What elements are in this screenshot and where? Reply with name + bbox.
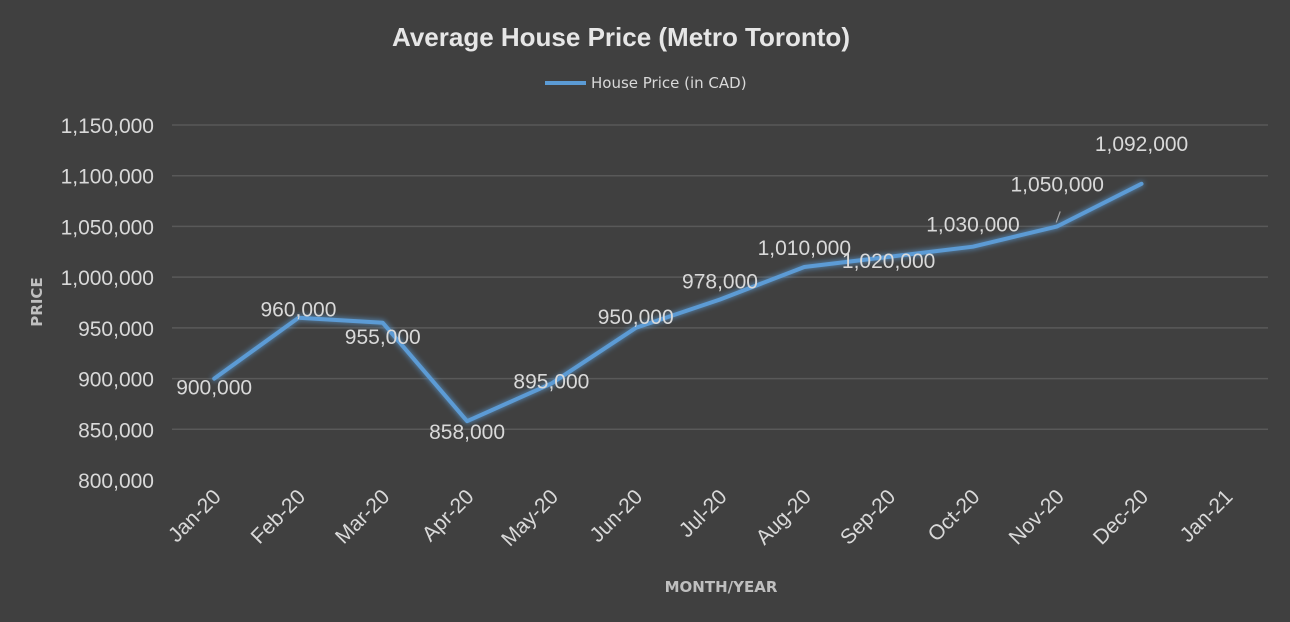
data-label: 895,000 [513,371,589,394]
data-label: 900,000 [176,377,252,400]
x-axis-ticks: Jan-20 Feb-20 Mar-20 Apr-20 May-20 Jun-20 Jul-… [164,485,1237,551]
legend: House Price (in CAD) [545,74,747,92]
x-tick-label: Jan-20 [164,485,226,547]
x-tick-label: Aug-20 [752,485,816,549]
x-tick-label: Sep-20 [836,485,900,549]
y-tick-label: 1,000,000 [61,267,154,290]
data-label: 950,000 [598,306,674,329]
x-tick-label: Apr-20 [418,485,479,546]
x-tick-label: Dec-20 [1089,485,1153,549]
gridlines [172,124,1268,431]
x-tick-label: May-20 [497,485,563,551]
y-tick-label: 850,000 [78,419,154,442]
data-label: 978,000 [682,270,758,293]
y-tick-label: 1,050,000 [61,216,154,239]
data-label: 1,030,000 [926,214,1019,237]
y-tick-label: 900,000 [78,369,154,392]
x-tick-label: Jan-21 [1176,485,1238,547]
y-axis-title: PRICE [28,277,46,326]
y-axis-ticks: 800,000 850,000 900,000 950,000 1,000,000 1,0… [61,115,154,493]
x-tick-label: Jun-20 [586,485,648,547]
series-line [212,181,1144,424]
x-tick-label: Jul-20 [675,485,732,542]
y-tick-label: 800,000 [78,470,154,493]
data-label: 1,092,000 [1095,133,1188,156]
data-label: 955,000 [345,326,421,349]
data-label: 858,000 [429,421,505,444]
data-label: 960,000 [261,299,337,322]
x-tick-label: Oct-20 [924,485,985,546]
series-line-path [212,181,1144,424]
data-label: 1,020,000 [842,250,935,273]
y-tick-label: 1,150,000 [61,115,154,138]
x-tick-label: Nov-20 [1005,485,1069,549]
x-tick-label: Mar-20 [331,485,394,548]
data-labels: 900,000 960,000 955,000 858,000 895,000 950,0… [176,133,1188,444]
y-tick-label: 950,000 [78,318,154,341]
x-axis-title: MONTH/YEAR [665,578,778,596]
data-label: 1,010,000 [758,237,851,260]
y-tick-label: 1,100,000 [61,166,154,189]
data-label: 1,050,000 [1011,173,1104,196]
legend-label: House Price (in CAD) [591,74,747,92]
chart-title: Average House Price (Metro Toronto) [392,22,850,52]
x-tick-label: Feb-20 [247,485,310,548]
label-leader-line [1055,211,1061,223]
